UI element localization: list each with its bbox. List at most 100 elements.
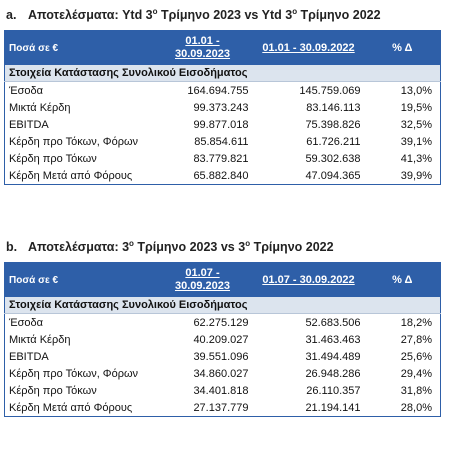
section-label: b. — [6, 240, 18, 255]
value-cell: 25,6% — [400, 350, 432, 363]
section: a. Αποτελέσματα: Ytd 3ο Τρίμηνο 2023 vs Y… — [4, 2, 441, 185]
title-part: ο — [292, 7, 298, 16]
row-label: Κέρδη Μετά από Φόρους — [9, 169, 133, 182]
group-row: Στοιχεία Κατάστασης Συνολικού Εισοδήματο… — [4, 297, 441, 314]
value-cell: 31.463.463 — [305, 333, 361, 346]
value-cell: 21.194.141 — [305, 401, 361, 414]
section: b. Αποτελέσματα: 3ο Τρίμηνο 2023 vs 3ο Τρ… — [4, 234, 441, 417]
value-cell: 47.094.365 — [305, 169, 361, 182]
value-cell: 99.373.243 — [193, 101, 249, 114]
value-cell: 27.137.779 — [193, 401, 249, 414]
row-label: Κέρδη προ Τόκων, Φόρων — [9, 135, 139, 148]
header-cell: 01.01 - 30.09.2023 — [152, 30, 253, 65]
value-cell: 41,3% — [400, 152, 432, 165]
data-row: Έσοδα 164.694.755 145.759.069 13,0% — [5, 82, 441, 100]
value-cell: 29,4% — [400, 367, 432, 380]
value-cell: 31.494.489 — [305, 350, 361, 363]
value-cell: 19,5% — [400, 101, 432, 114]
data-row: EBITDA 39.551.096 31.494.489 25,6% — [5, 348, 441, 365]
value-cell: 39.551.096 — [193, 350, 249, 363]
value-cell: 83.146.113 — [306, 101, 361, 114]
header-cell: 01.07 - 30.09.2023 — [152, 262, 253, 297]
value-cell: 65.882.840 — [193, 169, 249, 182]
header-cell: Ποσά σε € — [4, 262, 153, 297]
header-text: % Δ — [392, 41, 413, 54]
value-cell: 18,2% — [400, 316, 432, 329]
value-cell: 28,0% — [400, 401, 432, 414]
value-cell: 99.877.018 — [193, 118, 249, 131]
title-part: Τρίμηνο 2023 vs Ytd 3 — [157, 8, 293, 23]
header-text: 01.07 - 30.09.2023 — [174, 267, 231, 292]
header-cell: 01.01 - 30.09.2022 — [252, 30, 365, 65]
value-cell: 26.110.357 — [306, 384, 361, 397]
group-cell: Στοιχεία Κατάστασης Συνολικού Εισοδήματο… — [4, 297, 441, 314]
value-cell: 34.860.027 — [193, 367, 249, 380]
title-part: ο — [245, 239, 251, 248]
header-text: % Δ — [392, 273, 413, 286]
row-label: Έσοδα — [9, 84, 44, 97]
header-text: 01.01 - 30.09.2022 — [262, 41, 355, 54]
data-row: EBITDA 99.877.018 75.398.826 32,5% — [5, 116, 441, 133]
value-cell: 145.759.069 — [299, 84, 361, 97]
value-cell: 39,9% — [400, 169, 432, 182]
data-row: Κέρδη προ Τόκων, Φόρων 34.860.027 26.948.2… — [5, 365, 441, 382]
value-cell: 62.275.129 — [193, 316, 249, 329]
row-label: Κέρδη προ Τόκων — [9, 384, 97, 397]
value-cell: 27,8% — [400, 333, 432, 346]
data-row: Κέρδη Μετά από Φόρους 65.882.840 47.094.36… — [5, 167, 441, 185]
header-text: Ποσά σε € — [9, 42, 59, 54]
group-row: Στοιχεία Κατάστασης Συνολικού Εισοδήματο… — [4, 65, 441, 82]
row-label: Μικτά Κέρδη — [9, 333, 71, 346]
value-cell: 83.779.821 — [193, 152, 249, 165]
group-cell: Στοιχεία Κατάστασης Συνολικού Εισοδήματο… — [4, 65, 441, 82]
results-table: Ποσά σε € 01.01 - 30.09.2023 01.01 - 30.09… — [4, 30, 441, 185]
value-cell: 34.401.818 — [193, 384, 249, 397]
row-label: Κέρδη προ Τόκων — [9, 152, 97, 165]
value-cell: 26.948.286 — [305, 367, 361, 380]
title-part: Αποτελέσματα: 3 — [28, 240, 130, 255]
value-cell: 59.302.638 — [305, 152, 361, 165]
data-row: Κέρδη Μετά από Φόρους 27.137.779 21.194.14… — [5, 399, 441, 417]
header-text: 01.01 - 30.09.2023 — [174, 35, 231, 60]
value-cell: 40.209.027 — [193, 333, 249, 346]
value-cell: 75.398.826 — [305, 118, 361, 131]
row-label: EBITDA — [9, 118, 49, 131]
value-cell: 85.854.611 — [194, 135, 249, 148]
title-part: Τρίμηνο 2023 vs 3 — [133, 240, 246, 255]
title-part: Τρίμηνο 2022 — [250, 240, 334, 255]
value-cell: 31,8% — [400, 384, 432, 397]
data-row: Έσοδα 62.275.129 52.683.506 18,2% — [5, 314, 441, 332]
header-text: Ποσά σε € — [9, 274, 59, 286]
value-cell: 13,0% — [400, 84, 432, 97]
header-cell: Ποσά σε € — [4, 30, 153, 65]
row-label: EBITDA — [9, 350, 49, 363]
value-cell: 39,1% — [400, 135, 432, 148]
header-row: Ποσά σε € 01.01 - 30.09.2023 01.01 - 30.09… — [4, 30, 441, 65]
value-cell: 52.683.506 — [305, 316, 361, 329]
row-label: Κέρδη Μετά από Φόρους — [9, 401, 133, 414]
section-title: b. Αποτελέσματα: 3ο Τρίμηνο 2023 vs 3ο Τρ… — [4, 234, 440, 254]
data-row: Μικτά Κέρδη 99.373.243 83.146.113 19,5% — [5, 99, 441, 116]
header-cell: % Δ — [364, 262, 441, 297]
title-part: ο — [152, 7, 158, 16]
data-row: Κέρδη προ Τόκων 83.779.821 59.302.638 41,3% — [5, 150, 441, 167]
results-table: Ποσά σε € 01.07 - 30.09.2023 01.07 - 30.09… — [4, 262, 441, 417]
row-label: Κέρδη προ Τόκων, Φόρων — [9, 367, 139, 380]
section-label: a. — [6, 8, 17, 23]
header-row: Ποσά σε € 01.07 - 30.09.2023 01.07 - 30.09… — [4, 262, 441, 297]
value-cell: 32,5% — [400, 118, 432, 131]
data-row: Κέρδη προ Τόκων 34.401.818 26.110.357 31,8% — [5, 382, 441, 399]
header-text: 01.07 - 30.09.2022 — [262, 273, 355, 286]
value-cell: 164.694.755 — [187, 84, 249, 97]
value-cell: 61.726.211 — [306, 135, 361, 148]
title-part: Τρίμηνο 2022 — [297, 8, 381, 23]
title-part: ο — [129, 239, 134, 248]
data-row: Μικτά Κέρδη 40.209.027 31.463.463 27,8% — [5, 331, 441, 348]
data-row: Κέρδη προ Τόκων, Φόρων 85.854.611 61.726.2… — [5, 133, 441, 150]
header-cell: 01.07 - 30.09.2022 — [252, 262, 365, 297]
row-label: Μικτά Κέρδη — [9, 101, 71, 114]
header-cell: % Δ — [364, 30, 441, 65]
row-label: Έσοδα — [9, 316, 44, 329]
section-title: a. Αποτελέσματα: Ytd 3ο Τρίμηνο 2023 vs Y… — [4, 2, 440, 22]
